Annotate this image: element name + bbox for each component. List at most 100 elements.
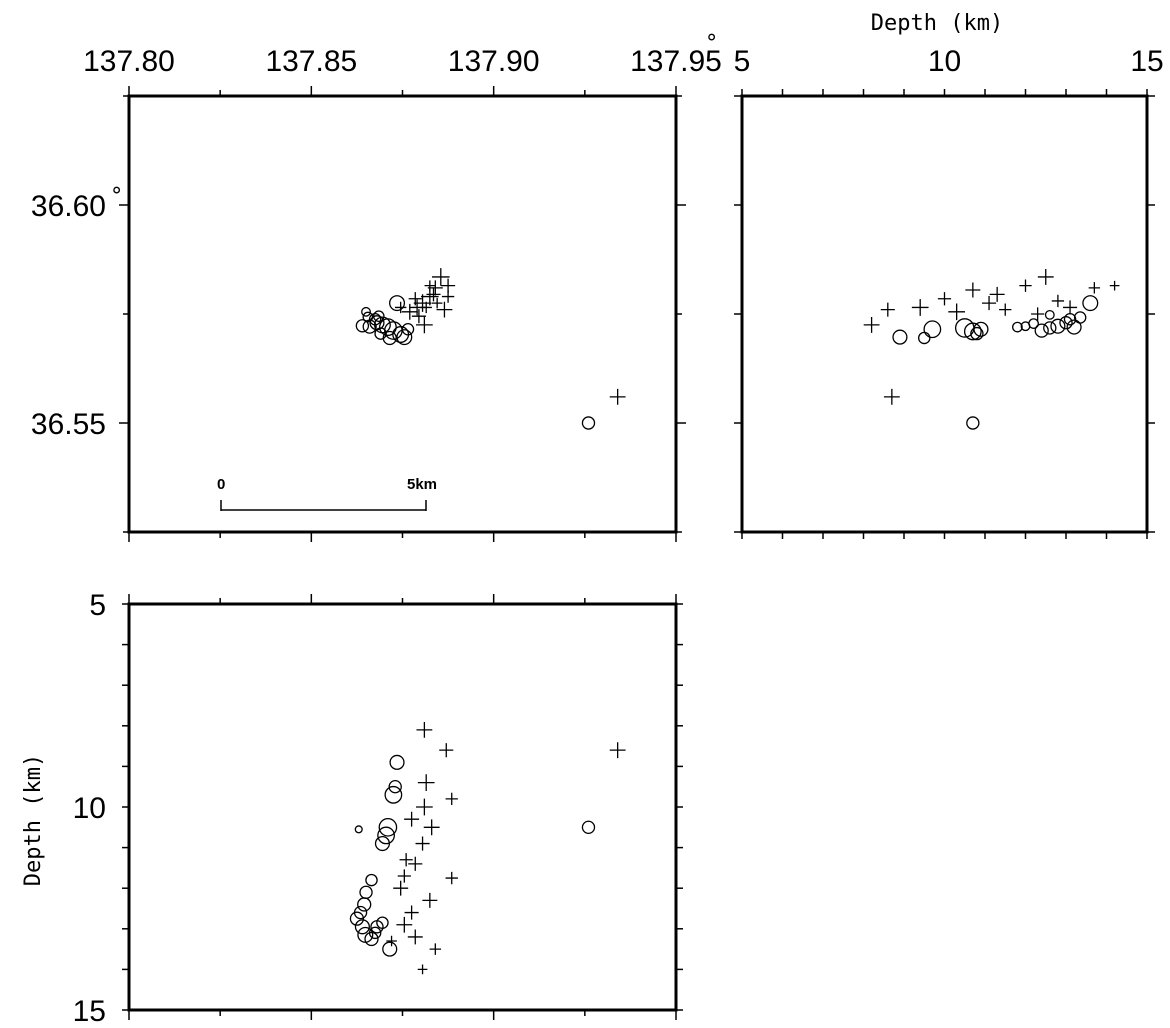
map-circle-point bbox=[379, 318, 397, 336]
longitude-depth-cross-point bbox=[423, 819, 440, 836]
longitude-depth-cross-point bbox=[609, 742, 626, 759]
longitude-depth-cross-point bbox=[397, 869, 411, 883]
depth-latitude-cross-point bbox=[1088, 282, 1101, 294]
depth-latitude-cross-point bbox=[948, 303, 966, 321]
longitude-depth-cross-point bbox=[415, 836, 430, 851]
map-x-tick-label: 137.85 bbox=[265, 45, 357, 78]
map-panel: 137.80 137.85 137.90 137.95°36.60 °36.55 bbox=[31, 31, 722, 542]
depth-latitude-circle-point bbox=[918, 331, 931, 345]
map-circle-point bbox=[374, 327, 387, 340]
map-cross-point bbox=[420, 301, 432, 314]
map-x-tick-label: 137.80 bbox=[83, 45, 175, 78]
depth-latitude-cross-point bbox=[911, 299, 929, 316]
longitude-depth-circle-point bbox=[581, 820, 596, 834]
bottom-left-yaxis-title: Depth (km) bbox=[21, 754, 46, 886]
longitude-depth-cross-point bbox=[422, 892, 438, 908]
longitude-depth-circle-point bbox=[364, 931, 379, 947]
longitude-depth-circle-point bbox=[365, 873, 378, 887]
map-cross-point bbox=[441, 290, 455, 303]
longitude-depth-cross-point bbox=[445, 871, 458, 885]
longitude-depth-cross-point bbox=[445, 792, 458, 806]
map-cross-point bbox=[401, 303, 418, 320]
map-circle-point bbox=[389, 295, 406, 312]
depth-latitude-panel: 5 10 15 bbox=[734, 45, 1164, 539]
depth-latitude-circle-point bbox=[966, 416, 980, 430]
longitude-depth-cross-point bbox=[399, 853, 413, 867]
longitude-depth-y-tick-label: 10 bbox=[73, 792, 106, 825]
longitude-depth-circle-point bbox=[368, 926, 382, 940]
depth-latitude-circle-point bbox=[973, 321, 989, 337]
depth-latitude-cross-point bbox=[1019, 279, 1032, 292]
depth-latitude-circle-point bbox=[1059, 316, 1073, 330]
map-cross-point bbox=[426, 287, 441, 302]
longitude-depth-frame bbox=[127, 602, 678, 1012]
depth-latitude-circle-point bbox=[923, 320, 942, 339]
map-x-tick-label: 137.90 bbox=[448, 45, 540, 78]
longitude-depth-circle-point bbox=[377, 826, 395, 845]
depth-latitude-cross-point bbox=[982, 296, 997, 311]
depth-latitude-cross-point bbox=[965, 282, 981, 298]
map-x-degree-symbol: ° bbox=[705, 31, 718, 56]
longitude-depth-circle-point bbox=[376, 916, 389, 929]
longitude-depth-circle-point bbox=[382, 941, 398, 957]
longitude-depth-cross-point bbox=[417, 774, 435, 791]
map-cross-point bbox=[413, 294, 432, 312]
longitude-depth-cross-point bbox=[416, 721, 433, 738]
map-y-degree-symbol: ° bbox=[110, 184, 123, 209]
top-right-xaxis-title: Depth (km) bbox=[871, 11, 1003, 36]
depth-latitude-frame bbox=[740, 94, 1149, 534]
depth-latitude-circle-point bbox=[1034, 323, 1049, 338]
longitude-depth-panel: 5 10 15 bbox=[73, 589, 683, 1028]
longitude-depth-circle-point bbox=[357, 897, 372, 912]
map-cross-point bbox=[416, 316, 433, 334]
depth-latitude-x-tick-label: 10 bbox=[928, 45, 961, 78]
map-circle-point bbox=[355, 319, 370, 333]
longitude-depth-circle-point bbox=[389, 754, 405, 770]
map-circle-point bbox=[401, 323, 415, 336]
depth-latitude-circle-point bbox=[963, 322, 982, 341]
map-circle-point bbox=[368, 312, 382, 326]
longitude-depth-cross-point bbox=[416, 798, 433, 816]
depth-latitude-cross-point bbox=[1037, 269, 1054, 285]
depth-latitude-cross-point bbox=[880, 302, 895, 317]
depth-latitude-circle-point bbox=[1043, 321, 1057, 335]
map-y-tick-label: 36.60 bbox=[31, 190, 106, 223]
depth-latitude-circle-point bbox=[1028, 318, 1039, 329]
depth-latitude-cross-point bbox=[989, 286, 1005, 302]
depth-latitude-x-tick-label: 15 bbox=[1130, 45, 1163, 78]
depth-latitude-circle-point bbox=[1073, 311, 1087, 324]
map-cross-point bbox=[394, 301, 407, 314]
longitude-depth-circle-point bbox=[349, 911, 365, 926]
map-frame bbox=[127, 94, 678, 534]
longitude-depth-cross-point bbox=[393, 880, 409, 896]
longitude-depth-cross-point bbox=[396, 916, 413, 933]
scale-bar: 0 5km bbox=[217, 476, 437, 511]
longitude-depth-cross-point bbox=[407, 929, 423, 945]
longitude-depth-cross-point bbox=[417, 964, 428, 975]
map-x-tick-label: 137.95 bbox=[630, 45, 722, 78]
map-circle-point bbox=[581, 416, 596, 430]
depth-latitude-cross-point bbox=[1031, 307, 1045, 321]
scale-bar-start-label: 0 bbox=[217, 476, 225, 493]
scale-bar-end-label: 5km bbox=[407, 476, 437, 493]
map-cross-point bbox=[609, 388, 626, 405]
longitude-depth-circle-point bbox=[378, 817, 398, 837]
longitude-depth-circle-point bbox=[388, 780, 402, 794]
map-circle-point bbox=[361, 306, 371, 317]
longitude-depth-cross-point bbox=[386, 935, 397, 947]
map-cross-point bbox=[441, 278, 456, 293]
map-cross-point bbox=[408, 292, 422, 306]
longitude-depth-cross-point bbox=[404, 905, 419, 920]
map-cross-point bbox=[411, 309, 426, 324]
longitude-depth-circle-point bbox=[354, 919, 370, 935]
depth-latitude-cross-point bbox=[937, 292, 952, 306]
longitude-depth-circle-point bbox=[374, 835, 391, 852]
longitude-depth-cross-point bbox=[404, 811, 420, 827]
map-cross-point bbox=[431, 268, 450, 286]
depth-latitude-cross-point bbox=[999, 303, 1012, 316]
map-cross-point bbox=[431, 297, 443, 309]
depth-latitude-circle-point bbox=[970, 326, 984, 341]
depth-latitude-x-tick-label: 5 bbox=[734, 45, 751, 78]
longitude-depth-circle-point bbox=[354, 825, 363, 834]
